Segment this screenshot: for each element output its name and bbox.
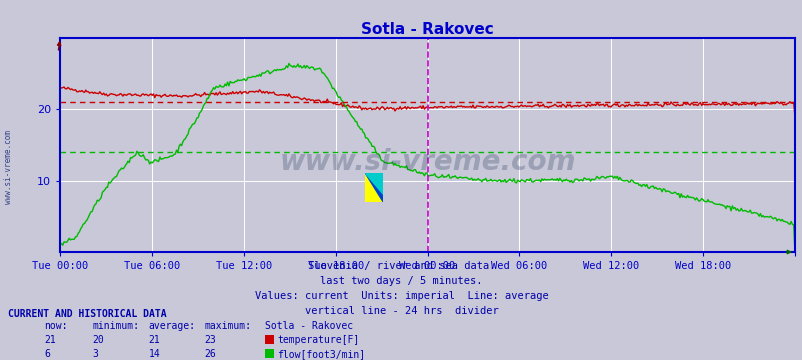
Text: www.si-vreme.com: www.si-vreme.com (3, 130, 13, 204)
Text: Sotla - Rakovec: Sotla - Rakovec (265, 321, 353, 332)
Text: Slovenia / river and sea data.: Slovenia / river and sea data. (307, 261, 495, 271)
Text: 23: 23 (205, 335, 217, 345)
Polygon shape (365, 173, 383, 202)
Text: 3: 3 (92, 349, 98, 359)
Text: 20: 20 (92, 335, 104, 345)
Title: Sotla - Rakovec: Sotla - Rakovec (361, 22, 493, 37)
Text: Values: current  Units: imperial  Line: average: Values: current Units: imperial Line: av… (254, 291, 548, 301)
Text: 21: 21 (148, 335, 160, 345)
Text: 26: 26 (205, 349, 217, 359)
Text: now:: now: (44, 321, 67, 332)
Text: 14: 14 (148, 349, 160, 359)
Text: last two days / 5 minutes.: last two days / 5 minutes. (320, 276, 482, 286)
Text: temperature[F]: temperature[F] (277, 335, 358, 345)
Text: minimum:: minimum: (92, 321, 140, 332)
Text: 21: 21 (44, 335, 56, 345)
Text: average:: average: (148, 321, 196, 332)
Text: CURRENT AND HISTORICAL DATA: CURRENT AND HISTORICAL DATA (8, 309, 167, 319)
Text: 6: 6 (44, 349, 50, 359)
Text: flow[foot3/min]: flow[foot3/min] (277, 349, 365, 359)
Polygon shape (365, 173, 383, 194)
Polygon shape (365, 173, 383, 202)
Text: vertical line - 24 hrs  divider: vertical line - 24 hrs divider (304, 306, 498, 316)
Text: maximum:: maximum: (205, 321, 252, 332)
Text: www.si-vreme.com: www.si-vreme.com (279, 148, 575, 176)
